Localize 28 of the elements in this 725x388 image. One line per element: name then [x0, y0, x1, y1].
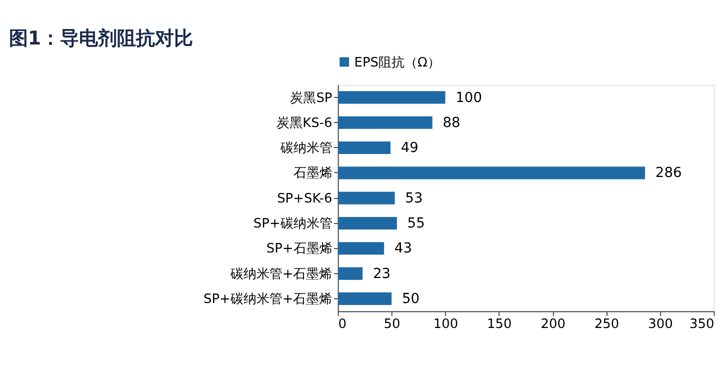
y-tick-label: SP+石墨烯 — [266, 242, 332, 257]
x-tick-label: 50 — [384, 317, 400, 332]
y-tick-label: SP+SK-6 — [277, 191, 332, 206]
data-label: 53 — [405, 190, 423, 206]
data-label: 286 — [655, 165, 682, 182]
text: 图1：导电剂阻抗对比 — [8, 27, 194, 50]
data-label: 49 — [400, 140, 418, 156]
y-tick-label: 石墨烯 — [293, 166, 332, 182]
y-tick-label: 碳纳米管+石墨烯 — [229, 266, 332, 282]
data-label: 50 — [402, 291, 420, 308]
x-tick-label: 250 — [594, 317, 620, 332]
x-tick-label: 350 — [689, 317, 714, 332]
x-tick-label: 100 — [433, 317, 458, 332]
x-tick-label: 150 — [487, 317, 512, 332]
data-label: 23 — [372, 266, 391, 282]
y-tick-label: 炭黑SP — [290, 90, 332, 106]
data-label: 55 — [407, 216, 425, 232]
x-tick-label: 300 — [648, 317, 673, 332]
data-label: 100 — [456, 90, 482, 106]
x-tick-label: 200 — [540, 317, 566, 332]
y-tick-label: 炭黑KS-6 — [276, 116, 332, 131]
y-tick-label: SP+碳纳米管+石墨烯 — [204, 292, 332, 308]
data-label: 88 — [442, 114, 460, 131]
data-label: 43 — [394, 240, 412, 257]
y-tick-label: 碳纳米管 — [279, 141, 332, 156]
legend-label: EPS阻抗（Ω） — [354, 55, 440, 70]
y-tick-label: SP+碳纳米管 — [253, 216, 332, 232]
x-tick-label: 0 — [338, 317, 347, 332]
